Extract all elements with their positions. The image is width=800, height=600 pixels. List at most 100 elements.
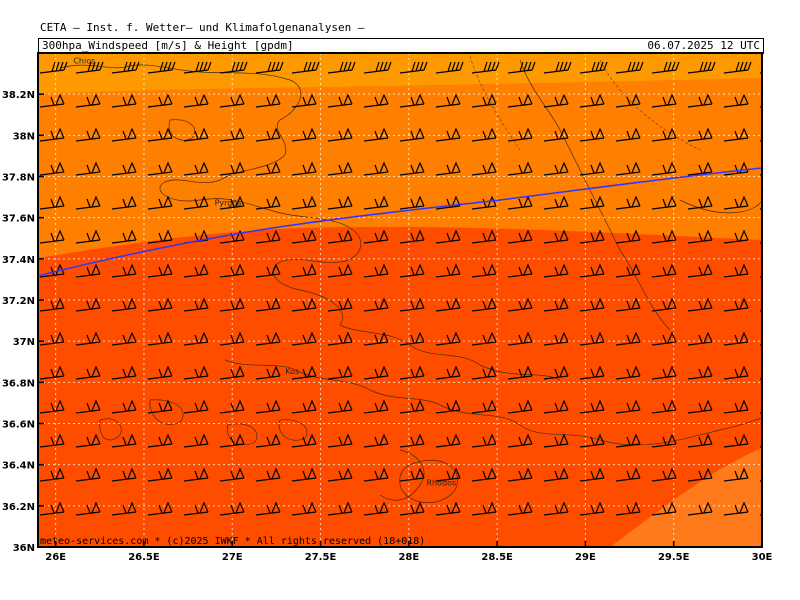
wind-barb (183, 93, 209, 108)
wind-barb (435, 93, 461, 108)
wind-barb (507, 331, 533, 346)
wind-barb (291, 331, 317, 346)
wind-barb (255, 263, 281, 278)
wind-barb (579, 467, 605, 482)
wind-barb (471, 263, 497, 278)
wind-barb (651, 195, 677, 210)
wind-barb (219, 161, 245, 176)
wind-barb (579, 331, 605, 346)
wind-barb (435, 433, 461, 448)
wind-barb (435, 365, 461, 380)
lat-tick-label: 37.2N (2, 296, 35, 307)
wind-barb (507, 501, 533, 516)
wind-barb (435, 331, 461, 346)
wind-barb (111, 399, 137, 414)
wind-barb (651, 331, 677, 346)
wind-barb (399, 161, 425, 176)
wind-barb (579, 365, 605, 380)
wind-barb (363, 161, 389, 176)
wind-barb (147, 229, 173, 244)
wind-barb (255, 467, 281, 482)
speed-band-top (38, 53, 762, 94)
wind-barb (255, 365, 281, 380)
wind-barb (579, 61, 608, 74)
wind-barb (183, 195, 209, 210)
wind-barb (723, 61, 752, 74)
wind-barb (543, 93, 569, 108)
wind-barb (759, 140, 762, 142)
wind-barb (111, 161, 137, 176)
wind-barb (399, 229, 425, 244)
wind-barb (759, 378, 762, 380)
wind-barb (219, 331, 245, 346)
wind-barb (651, 127, 677, 142)
wind-barb (363, 93, 389, 108)
wind-barb (111, 433, 137, 448)
wind-barb (327, 433, 353, 448)
wind-barb (471, 93, 497, 108)
wind-barb (615, 365, 641, 380)
lat-tick-label: 36.8N (2, 378, 35, 389)
wind-barb (291, 433, 317, 448)
wind-barb (291, 93, 317, 108)
wind-barb (39, 127, 65, 142)
wind-barb (39, 467, 65, 482)
wind-barb (507, 433, 533, 448)
wind-barb (255, 93, 281, 108)
place-label: Rhodos (426, 478, 456, 487)
wind-barb (39, 229, 65, 244)
wind-barb (399, 127, 425, 142)
wind-barb (39, 161, 65, 176)
wind-barb (363, 365, 389, 380)
place-label: Kos (285, 367, 299, 376)
wind-barb (399, 501, 425, 516)
wind-barb (687, 467, 713, 482)
lat-tick-label: 37.6N (2, 214, 35, 225)
wind-barb (219, 399, 245, 414)
wind-barb (471, 195, 497, 210)
wind-barb (219, 501, 245, 516)
lat-lon-grid (38, 53, 762, 547)
wind-barb (615, 161, 641, 176)
lon-tick-label: 27E (222, 552, 243, 563)
wind-barb (291, 127, 317, 142)
lat-tick-label: 36N (13, 543, 35, 554)
wind-barb (219, 93, 245, 108)
wind-barb (327, 93, 353, 108)
wind-barb (183, 399, 209, 414)
wind-barb (183, 467, 209, 482)
wind-barb (687, 263, 713, 278)
wind-barb (219, 365, 245, 380)
wind-barb (579, 501, 605, 516)
wind-barb (183, 263, 209, 278)
wind-barb (147, 331, 173, 346)
wind-barb (291, 263, 317, 278)
wind-barb (723, 331, 749, 346)
wind-barb (723, 501, 749, 516)
wind-barb (687, 161, 713, 176)
wind-barb (543, 501, 569, 516)
wind-barb (543, 61, 572, 74)
wind-barb (183, 161, 209, 176)
wind-barb (687, 501, 713, 516)
wind-barb (183, 127, 209, 142)
wind-barb (543, 467, 569, 482)
wind-barb (759, 174, 762, 176)
wind-barb (255, 501, 281, 516)
wind-barb (471, 161, 497, 176)
wind-barb (219, 467, 245, 482)
wind-barb (759, 480, 762, 482)
wind-barb (651, 297, 677, 312)
wind-barb (723, 127, 749, 142)
wind-barbs (39, 61, 762, 516)
wind-barb (687, 433, 713, 448)
wind-barb (111, 263, 137, 278)
wind-barb (471, 297, 497, 312)
wind-barb (255, 195, 281, 210)
wind-barb (651, 501, 677, 516)
wind-barb (615, 229, 641, 244)
wind-barb (435, 467, 461, 482)
wind-barb (471, 433, 497, 448)
wind-barb (255, 433, 281, 448)
wind-barb (579, 127, 605, 142)
